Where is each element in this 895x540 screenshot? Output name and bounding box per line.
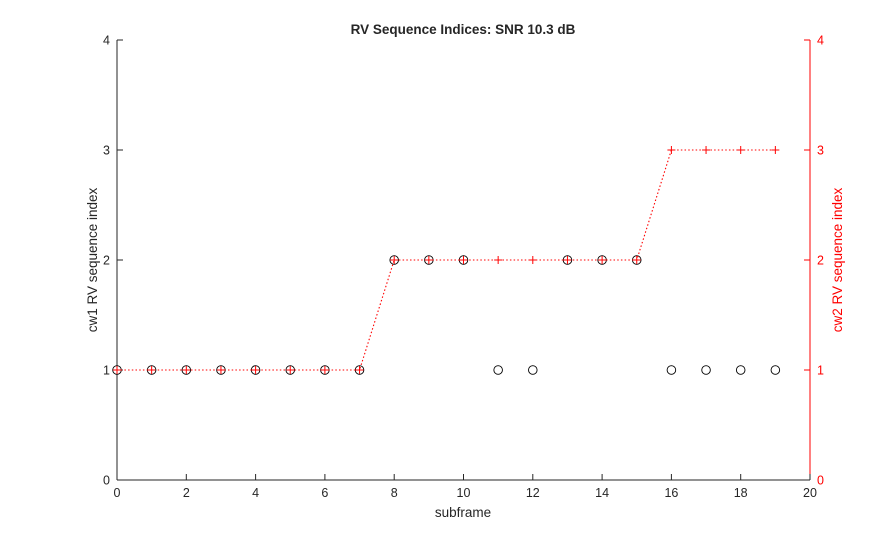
cw2-point — [216, 366, 225, 374]
cw2-point — [251, 366, 260, 374]
cw1-point — [701, 365, 711, 375]
series-layer — [112, 146, 781, 375]
cw2-point — [736, 146, 745, 154]
right-tick-label: 2 — [817, 254, 824, 268]
x-tick-label: 4 — [252, 486, 259, 500]
right-axis: 0 1 2 3 4 — [804, 34, 824, 488]
cw2-point — [459, 256, 468, 264]
cw2-point — [390, 256, 399, 264]
x-tick-label: 0 — [114, 486, 121, 500]
left-tick-label: 1 — [103, 364, 110, 378]
cw2-point — [286, 366, 295, 374]
cw2-point — [667, 146, 676, 154]
cw2-point — [424, 256, 433, 264]
left-axis: 0 1 2 3 4 — [103, 34, 123, 488]
x-axis: 0 2 4 6 8 10 12 14 16 18 20 — [114, 474, 817, 500]
right-axis-label: cw2 RV sequence index — [830, 187, 845, 332]
cw1-point — [770, 365, 781, 375]
right-tick-label: 0 — [817, 474, 824, 488]
cw1-point — [528, 365, 538, 375]
right-tick-label: 4 — [817, 34, 824, 48]
left-tick-label: 2 — [103, 254, 110, 268]
cw2-point — [632, 256, 641, 264]
left-tick-label: 0 — [103, 474, 110, 488]
cw2-point — [147, 366, 156, 374]
cw2-point — [702, 146, 711, 154]
x-tick-label: 8 — [391, 486, 398, 500]
x-tick-label: 6 — [321, 486, 328, 500]
cw2-point — [113, 366, 121, 374]
cw2-point — [528, 256, 537, 264]
cw1-point — [181, 365, 192, 375]
left-axis-label: cw1 RV sequence index — [85, 187, 100, 332]
cw2-point — [320, 366, 329, 374]
cw1-point — [285, 365, 296, 375]
x-tick-label: 16 — [664, 486, 678, 500]
x-tick-label: 10 — [457, 486, 471, 500]
cw1-point — [666, 365, 677, 375]
x-tick-label: 12 — [526, 486, 540, 500]
cw1-point — [735, 365, 746, 375]
x-tick-label: 2 — [183, 486, 190, 500]
x-tick-label: 20 — [803, 486, 817, 500]
right-tick-label: 3 — [817, 144, 824, 158]
right-tick-label: 1 — [817, 364, 824, 378]
cw2-point — [182, 366, 191, 374]
x-tick-label: 14 — [595, 486, 609, 500]
x-tick-label: 18 — [734, 486, 748, 500]
left-tick-label: 4 — [103, 34, 110, 48]
cw1-point — [493, 365, 503, 375]
cw2-point — [598, 256, 607, 264]
cw2-point — [494, 256, 503, 264]
cw1-point — [389, 255, 399, 265]
cw2-point — [563, 256, 572, 264]
x-axis-label: subframe — [435, 505, 491, 520]
cw2-series-line — [117, 149, 776, 371]
chart-title: RV Sequence Indices: SNR 10.3 dB — [351, 22, 576, 37]
left-tick-label: 3 — [103, 144, 110, 158]
cw2-point — [771, 146, 780, 154]
cw2-point — [355, 366, 364, 374]
